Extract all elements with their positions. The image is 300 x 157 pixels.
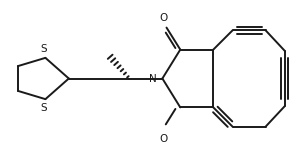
Text: N: N bbox=[148, 73, 156, 84]
Text: O: O bbox=[160, 134, 168, 143]
Text: O: O bbox=[160, 14, 168, 23]
Text: S: S bbox=[40, 44, 46, 54]
Text: S: S bbox=[40, 103, 46, 113]
